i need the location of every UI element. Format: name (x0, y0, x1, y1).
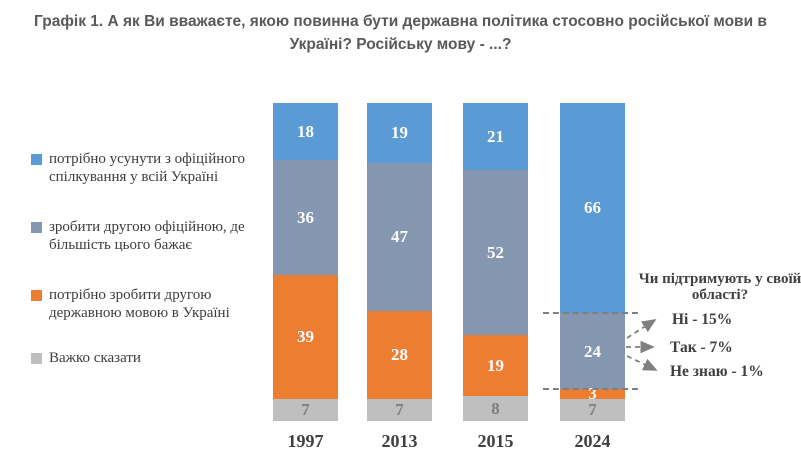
bar-segment-2015-lightgray: 8 (463, 395, 528, 421)
bar-segment-2013-orange: 28 (367, 310, 432, 399)
legend-item-second-official-where-majority: зробити другою офіційною, де більшість ц… (31, 218, 246, 254)
arrow-to-ne-znaiu (626, 355, 658, 371)
bar-value-label: 3 (588, 384, 597, 404)
guide-line-gray-top (543, 311, 638, 314)
bar-segment-2024-orange: 3 (560, 385, 625, 402)
bar-segment-2024-lightgray: 7 (560, 398, 625, 421)
bar-value-label: 7 (395, 400, 404, 420)
annotation-item-tak: Так - 7% (670, 339, 733, 356)
annotation-item-ne-znaiu: Не знаю - 1% (670, 363, 764, 380)
bar-segment-2015-orange: 19 (463, 335, 528, 396)
bar-value-label: 7 (588, 400, 597, 420)
legend-label: Важко сказати (49, 350, 141, 366)
legend-label: потрібно зробити другою державною мовою … (49, 287, 230, 321)
bar-value-label: 52 (487, 242, 504, 262)
bar-value-label: 19 (487, 355, 504, 375)
legend-swatch-blue (31, 154, 42, 165)
x-axis-label-2024: 2024 (574, 431, 611, 451)
x-axis-label-2015: 2015 (477, 431, 514, 451)
arrow-to-ni (626, 319, 657, 339)
legend-swatch-lightgray (31, 353, 42, 364)
bar-segment-2013-gray: 47 (367, 162, 432, 311)
bar-value-label: 28 (391, 345, 408, 365)
bar-value-label: 21 (487, 126, 504, 146)
guide-line-gray-bottom (543, 388, 638, 391)
bar-value-label: 39 (297, 327, 314, 347)
legend-label: зробити другою офіційною, де більшість ц… (49, 219, 245, 253)
bar-segment-2015-gray: 52 (463, 169, 528, 336)
bar-value-label: 24 (584, 341, 601, 361)
bar-value-label: 66 (584, 198, 601, 218)
bar-value-label: 47 (391, 227, 408, 247)
bar-segment-1997-gray: 36 (273, 160, 338, 275)
annotation-item-ni: Ні - 15% (672, 311, 733, 328)
bar-segment-2024-blue: 66 (560, 103, 625, 313)
bar-value-label: 7 (301, 400, 310, 420)
bar-segment-2024-gray: 24 (560, 312, 625, 390)
x-axis-label-2013: 2013 (381, 431, 418, 451)
bar-segment-2015-blue: 21 (463, 103, 528, 170)
legend-label: потрібно усунути з офіційного спілкуванн… (49, 151, 246, 185)
legend-item-second-state-language: потрібно зробити другою державною мовою … (31, 286, 246, 322)
legend-item-hard-to-say: Важко сказати (31, 349, 246, 367)
bar-segment-2013-blue: 19 (367, 103, 432, 163)
bar-segment-2013-lightgray: 7 (367, 398, 432, 421)
bar-segment-1997-orange: 39 (273, 274, 338, 399)
legend-item-remove-from-official: потрібно усунути з офіційного спілкуванн… (31, 150, 246, 186)
legend-swatch-gray (31, 222, 42, 233)
bar-value-label: 18 (297, 122, 314, 142)
bar-value-label: 8 (491, 398, 500, 418)
legend-swatch-orange (31, 290, 42, 301)
bar-segment-1997-lightgray: 7 (273, 398, 338, 421)
bar-value-label: 19 (391, 123, 408, 143)
annotation-header: Чи підтримують у своїй області? (638, 271, 801, 303)
x-axis-label-1997: 1997 (287, 431, 324, 451)
chart-title: Графік 1. А як Ви вважаєте, якою повинна… (34, 13, 767, 53)
bar-value-label: 36 (297, 207, 314, 227)
bar-segment-1997-blue: 18 (273, 103, 338, 161)
